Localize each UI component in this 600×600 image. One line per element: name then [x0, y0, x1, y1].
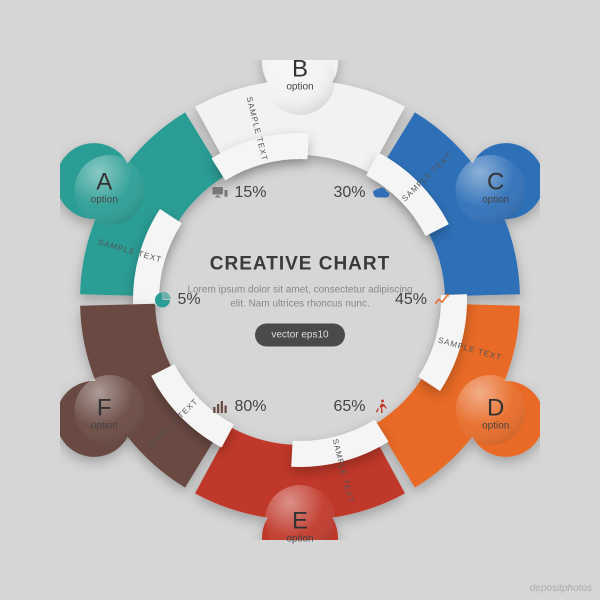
pie-icon [153, 291, 171, 309]
percent-c: 30% [333, 184, 389, 202]
run-icon [372, 398, 390, 416]
center-block: CREATIVE CHART Lorem ipsum dolor sit ame… [180, 254, 420, 347]
chart-subtitle: Lorem ipsum dolor sit amet, consectetur … [180, 284, 420, 312]
cloud-icon [372, 184, 390, 202]
monitor-icon [210, 184, 228, 202]
percent-value: 80% [234, 398, 266, 416]
watermark: depositphotos [530, 583, 592, 594]
percent-b: 15% [210, 184, 266, 202]
percent-d: 45% [395, 291, 451, 309]
percent-f: 80% [210, 398, 266, 416]
format-badge: vector eps10 [255, 324, 344, 347]
percent-value: 5% [177, 291, 200, 309]
infographic-stage: CREATIVE CHART Lorem ipsum dolor sit ame… [60, 60, 540, 540]
chart-title: CREATIVE CHART [180, 254, 420, 276]
bars-icon [210, 398, 228, 416]
percent-value: 45% [395, 291, 427, 309]
percent-e: 65% [333, 398, 389, 416]
percent-a: 5% [153, 291, 200, 309]
growth-icon [433, 291, 451, 309]
percent-value: 15% [234, 184, 266, 202]
percent-value: 30% [333, 184, 365, 202]
percent-value: 65% [333, 398, 365, 416]
